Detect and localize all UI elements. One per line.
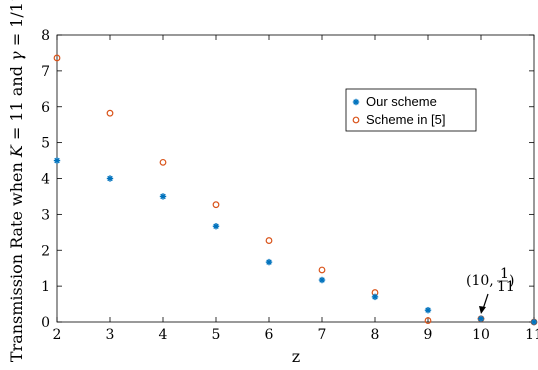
point-our-scheme	[212, 223, 220, 230]
y-tick-label: 2	[41, 243, 50, 259]
legend-marker-circle	[352, 116, 360, 124]
point-our-scheme	[265, 258, 273, 266]
y-axis-title-fraction: 1/11	[7, 0, 26, 28]
x-tick-label: 4	[159, 327, 168, 343]
tick-labels: 2 3 4 5 6 7 8 9 10 11 0 1 2 3 4 5 6 7 8	[41, 28, 538, 343]
point-scheme-in-5	[212, 201, 220, 209]
y-tick-label: 0	[41, 315, 50, 331]
y-axis-title: Transmission Rate when K = 11 and γ = 1/…	[7, 0, 26, 362]
legend-item-scheme-in-5: Scheme in [5]	[352, 112, 446, 127]
x-tick-label: 7	[318, 327, 327, 343]
x-tick-label: 11	[525, 327, 538, 343]
point-our-scheme	[53, 157, 61, 164]
x-tick-label: 2	[53, 327, 62, 343]
y-tick-label: 7	[41, 64, 50, 80]
annotation-close-paren: )	[509, 273, 514, 289]
point-our-scheme	[106, 175, 114, 182]
annotation-label: (10,	[466, 273, 494, 289]
point-our-scheme	[371, 293, 379, 301]
point-our-scheme	[424, 306, 432, 314]
point-our-scheme	[159, 193, 167, 200]
y-tick-label: 5	[41, 136, 50, 152]
x-tick-label: 9	[424, 327, 433, 343]
series-asterisk	[53, 157, 538, 326]
plot-frame	[56, 34, 535, 323]
legend-box	[345, 88, 477, 132]
point-our-scheme	[477, 315, 485, 322]
legend-label-our-scheme: Our scheme	[366, 94, 437, 109]
y-tick-label: 1	[41, 279, 50, 295]
legend-asterisk	[352, 98, 360, 106]
point-scheme-in-5	[424, 317, 432, 324]
legend-item-our-scheme: Our scheme	[352, 94, 437, 109]
y-tick-label: 6	[41, 100, 50, 116]
annotation-arrow-head	[479, 306, 486, 314]
axes	[56, 34, 535, 323]
y-tick-label: 4	[41, 172, 50, 188]
legend-circle	[352, 116, 360, 124]
legend-marker-asterisk	[352, 98, 360, 106]
x-tick-label: 3	[106, 327, 115, 343]
point-our-scheme	[530, 318, 538, 326]
legend-label-scheme-in-5: Scheme in [5]	[366, 112, 446, 127]
point-scheme-in-5	[53, 54, 61, 62]
point-scheme-in-5	[265, 237, 273, 244]
annotation-fraction-num: 1	[500, 266, 509, 282]
y-tick-label: 8	[41, 28, 50, 44]
x-axis-title: z	[292, 347, 300, 366]
annotation-fraction-den: 11	[497, 279, 515, 295]
point-our-scheme	[318, 276, 326, 284]
point-scheme-in-5	[106, 109, 114, 117]
data-series	[53, 54, 538, 326]
x-tick-label: 10	[472, 327, 490, 343]
annotation-arrow-line	[482, 293, 489, 310]
point-scheme-in-5	[159, 158, 167, 166]
x-tick-label: 6	[265, 327, 274, 343]
annotation: (10, 1 11 )	[466, 266, 515, 314]
y-tick-label: 3	[41, 207, 50, 223]
legend: Our scheme Scheme in [5]	[345, 88, 477, 132]
x-tick-label: 5	[212, 327, 221, 343]
point-scheme-in-5	[318, 266, 326, 274]
x-tick-label: 8	[371, 327, 380, 343]
